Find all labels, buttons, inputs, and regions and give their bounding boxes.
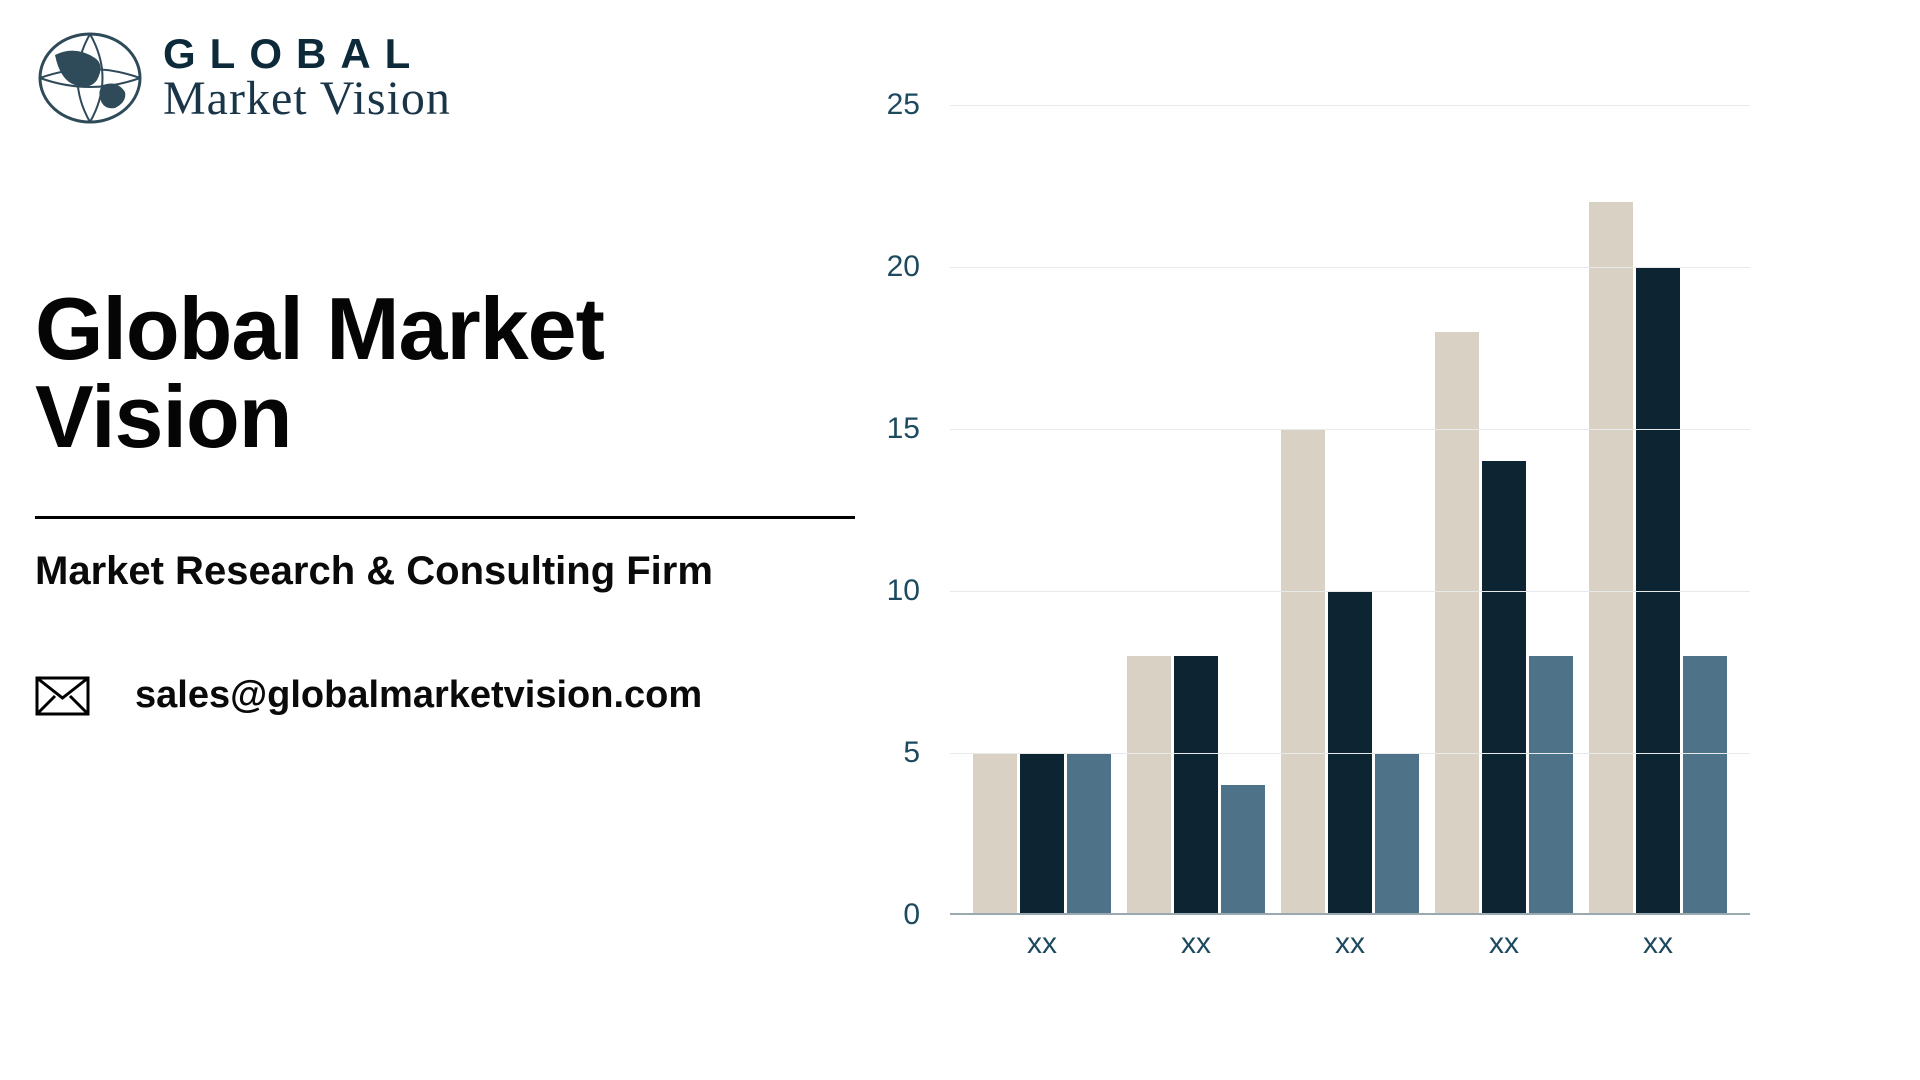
y-tick-label: 10 <box>865 574 920 608</box>
bar-group <box>973 753 1111 915</box>
title-divider <box>35 516 855 519</box>
y-tick-label: 0 <box>865 898 920 932</box>
y-tick-label: 5 <box>865 736 920 770</box>
bar-group <box>1589 202 1727 915</box>
y-tick-label: 15 <box>865 412 920 446</box>
bar <box>973 753 1017 915</box>
x-axis-labels: xxxxxxxxxx <box>950 915 1750 961</box>
chart-gridline <box>950 105 1750 106</box>
chart-plot-area: xxxxxxxxxx 0510152025 <box>950 105 1750 915</box>
bar <box>1020 753 1064 915</box>
x-tick-label: xx <box>1280 927 1420 961</box>
company-logo: GLOBAL Market Vision <box>35 30 855 125</box>
bar <box>1683 656 1727 915</box>
chart-gridline <box>950 267 1750 268</box>
bar <box>1435 332 1479 915</box>
bar-group <box>1435 332 1573 915</box>
bar <box>1067 753 1111 915</box>
contact-email: sales@globalmarketvision.com <box>135 674 702 717</box>
bar <box>1589 202 1633 915</box>
chart-bars <box>950 105 1750 915</box>
x-tick-label: xx <box>1434 927 1574 961</box>
logo-line2: Market Vision <box>163 75 451 123</box>
y-tick-label: 20 <box>865 250 920 284</box>
left-panel: GLOBAL Market Vision Global Market Visio… <box>35 30 855 717</box>
logo-line1: GLOBAL <box>163 33 451 75</box>
chart-gridline <box>950 753 1750 754</box>
x-tick-label: xx <box>972 927 1112 961</box>
bar <box>1127 656 1171 915</box>
chart-gridline <box>950 591 1750 592</box>
chart-gridline <box>950 429 1750 430</box>
bar <box>1482 461 1526 915</box>
bar-group <box>1281 429 1419 915</box>
globe-icon <box>35 30 145 125</box>
bar <box>1529 656 1573 915</box>
page-subtitle: Market Research & Consulting Firm <box>35 549 855 594</box>
bar <box>1281 429 1325 915</box>
contact-row: sales@globalmarketvision.com <box>35 674 855 717</box>
bar-group <box>1127 656 1265 915</box>
x-tick-label: xx <box>1126 927 1266 961</box>
x-tick-label: xx <box>1588 927 1728 961</box>
bar <box>1174 656 1218 915</box>
bar-chart: xxxxxxxxxx 0510152025 <box>880 95 1770 985</box>
mail-icon <box>35 676 90 716</box>
bar <box>1221 785 1265 915</box>
logo-text: GLOBAL Market Vision <box>163 33 451 123</box>
page-title: Global Market Vision <box>35 285 855 461</box>
y-tick-label: 25 <box>865 88 920 122</box>
bar <box>1375 753 1419 915</box>
